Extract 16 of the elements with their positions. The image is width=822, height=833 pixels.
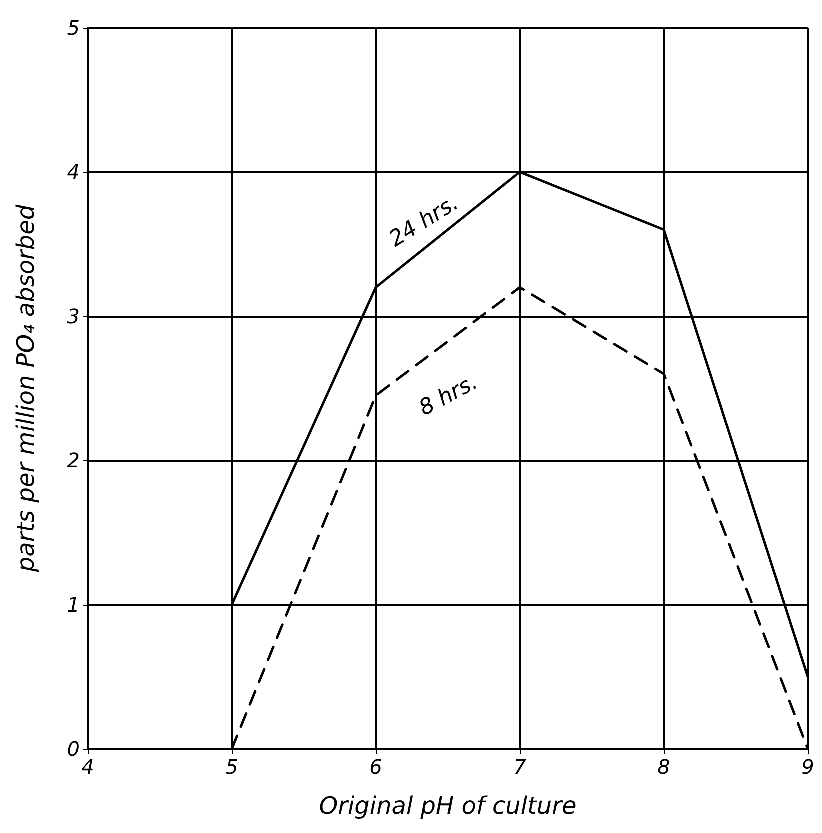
text: 8 hrs. xyxy=(415,370,482,422)
x-tick-label: 5 xyxy=(226,755,238,779)
x-tick-label: 7 xyxy=(514,755,527,779)
y-tick-label: 0 xyxy=(67,737,80,761)
y-tick-label: 2 xyxy=(67,448,80,473)
y-tick-label: 1 xyxy=(67,592,80,617)
x-tick-label: 9 xyxy=(802,755,814,779)
y-tick-label: 3 xyxy=(67,304,80,328)
y-tick-label: 5 xyxy=(67,16,80,40)
text: 24 hrs. xyxy=(385,190,464,252)
y-axis-title: parts per million PO₄ absorbed xyxy=(12,204,40,574)
x-tick-label: 4 xyxy=(82,755,94,779)
x-axis-title: Original pH of culture xyxy=(319,792,577,820)
y-tick-label: 4 xyxy=(67,160,80,184)
x-tick-label: 6 xyxy=(370,755,382,779)
x-tick-label: 8 xyxy=(658,755,670,779)
